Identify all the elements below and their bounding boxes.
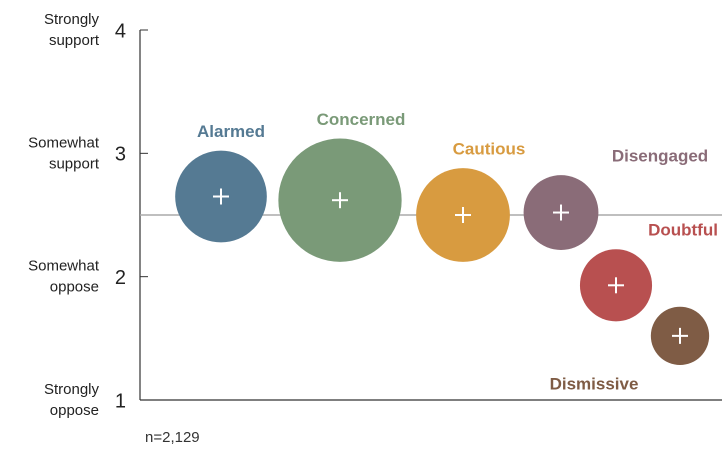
bubble-label: Dismissive	[550, 375, 639, 394]
y-tick-label: 2	[115, 267, 126, 289]
y-tick-description: Somewhat	[28, 258, 100, 275]
y-tick-description: Somewhat	[28, 134, 100, 151]
bubble-label: Concerned	[317, 110, 406, 129]
y-tick-label: 3	[115, 144, 126, 166]
y-tick-description: Strongly	[44, 11, 100, 28]
y-tick-description: oppose	[50, 402, 99, 419]
y-tick-description: Strongly	[44, 381, 100, 398]
y-tick-label: 4	[115, 20, 126, 42]
y-tick-description: support	[49, 32, 100, 49]
bubble-label: Cautious	[453, 140, 526, 159]
bubble-label: Alarmed	[197, 122, 265, 141]
y-tick-description: oppose	[50, 279, 99, 296]
note: n=2,129	[145, 429, 200, 446]
y-tick-description: support	[49, 155, 100, 172]
bubble-label: Disengaged	[612, 147, 708, 166]
bubble-label: Doubtful	[648, 221, 718, 240]
y-tick-label: 1	[115, 390, 126, 412]
